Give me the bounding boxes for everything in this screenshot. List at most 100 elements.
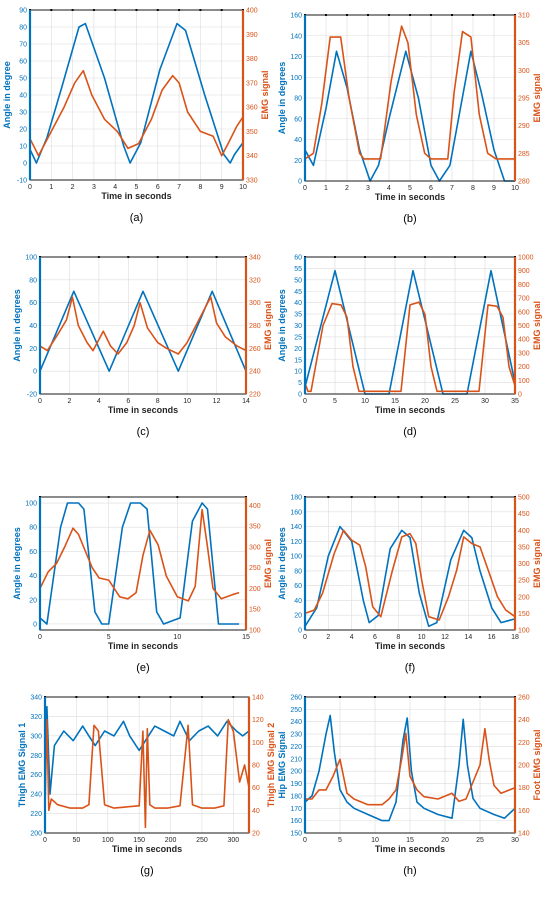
y-tick-label-left: 20 bbox=[294, 613, 302, 620]
y-axis-label-left: Angle in degrees bbox=[277, 527, 287, 600]
y-tick-label-right: 350 bbox=[518, 544, 530, 551]
y-tick-label-left: 50 bbox=[294, 277, 302, 284]
x-tick-label: 25 bbox=[476, 837, 484, 844]
x-tick-label: 7 bbox=[450, 185, 454, 192]
y-tick-label-left: 55 bbox=[294, 266, 302, 273]
y-tick-label-right: 100 bbox=[518, 378, 530, 385]
x-tick-label: 30 bbox=[511, 837, 519, 844]
y-tick-label-left: 45 bbox=[294, 289, 302, 296]
x-tick-label: 9 bbox=[492, 185, 496, 192]
y-tick-label-left: 200 bbox=[30, 831, 42, 838]
x-tick-label: 20 bbox=[421, 398, 429, 405]
y-tick-label-right: 340 bbox=[249, 255, 261, 262]
y-tick-label-left: 260 bbox=[30, 772, 42, 779]
x-tick-label: 150 bbox=[133, 837, 145, 844]
y-tick-label-right: 100 bbox=[518, 628, 530, 635]
y-axis-label-left: Angle in degrees bbox=[12, 527, 22, 600]
y-tick-label-left: 160 bbox=[290, 509, 302, 516]
y-tick-label-left: 80 bbox=[29, 525, 37, 532]
x-tick-label: 10 bbox=[183, 398, 191, 405]
x-tick-label: 0 bbox=[303, 398, 307, 405]
y-tick-label-right: 80 bbox=[252, 763, 260, 770]
x-tick-label: 250 bbox=[196, 837, 208, 844]
x-tick-label: 20 bbox=[441, 837, 449, 844]
x-tick-label: 0 bbox=[303, 634, 307, 641]
y-tick-label-right: 305 bbox=[518, 40, 530, 47]
y-tick-label-right: 400 bbox=[518, 337, 530, 344]
chart-panel: 0 1 2 3 4 5 6 7 8 9 10-100102030405060708090330340… bbox=[2, 8, 270, 225]
y-tick-label-right: 500 bbox=[518, 495, 530, 502]
y-tick-label-right: 280 bbox=[249, 323, 261, 330]
x-tick-label: 14 bbox=[464, 634, 472, 641]
x-tick-label: 1 bbox=[324, 185, 328, 192]
y-tick-label-left: 40 bbox=[29, 573, 37, 580]
x-tick-label: 2 bbox=[67, 398, 71, 405]
x-tick-label: 6 bbox=[126, 398, 130, 405]
x-tick-label: 0 bbox=[38, 634, 42, 641]
y-tick-label-left: 50 bbox=[19, 76, 27, 83]
y-tick-label-left: 140 bbox=[290, 33, 302, 40]
x-tick-label: 12 bbox=[441, 634, 449, 641]
y-axis-label-left: Angle in degrees bbox=[12, 289, 22, 362]
y-tick-label-right: 20 bbox=[252, 831, 260, 838]
x-tick-label: 10 bbox=[418, 634, 426, 641]
x-tick-label: 4 bbox=[350, 634, 354, 641]
x-tick-label: 0 bbox=[303, 185, 307, 192]
y-tick-label-left: 250 bbox=[290, 707, 302, 714]
y-tick-label-right: 350 bbox=[249, 524, 261, 531]
y-tick-label-right: 350 bbox=[246, 129, 258, 136]
x-tick-label: 10 bbox=[361, 398, 369, 405]
y-tick-label-left: 20 bbox=[294, 158, 302, 165]
y-tick-label-right: 700 bbox=[518, 296, 530, 303]
x-tick-label: 12 bbox=[213, 398, 221, 405]
x-tick-label: 15 bbox=[242, 634, 250, 641]
x-tick-label: 10 bbox=[371, 837, 379, 844]
y-axis-label-left: Thigh EMG Signal 1 bbox=[17, 723, 27, 808]
x-tick-label: 6 bbox=[373, 634, 377, 641]
series-line-right bbox=[304, 25, 515, 160]
plot-area bbox=[304, 496, 516, 631]
y-tick-label-right: 320 bbox=[249, 277, 261, 284]
y-tick-label-left: 40 bbox=[19, 93, 27, 100]
x-tick-label: 10 bbox=[239, 184, 247, 191]
x-tick-label: 8 bbox=[156, 398, 160, 405]
x-tick-label: 5 bbox=[135, 184, 139, 191]
y-tick-label-left: 10 bbox=[19, 144, 27, 151]
panel-caption: (d) bbox=[403, 426, 416, 438]
y-tick-label-left: 160 bbox=[290, 818, 302, 825]
y-tick-label-left: 20 bbox=[29, 597, 37, 604]
y-tick-label-left: 40 bbox=[294, 598, 302, 605]
x-tick-label: 8 bbox=[471, 185, 475, 192]
y-tick-label-right: 600 bbox=[518, 309, 530, 316]
series-line-left bbox=[44, 705, 250, 795]
y-axis-label-right: Thigh EMG Signal 2 bbox=[266, 723, 276, 808]
y-axis-label-right: EMG signal bbox=[532, 73, 542, 122]
chart-panel: 0 5 10 15020406080100100150200250300350400T… bbox=[12, 496, 273, 674]
y-tick-label-right: 0 bbox=[518, 392, 522, 399]
series-line-right bbox=[305, 727, 516, 806]
y-tick-label-left: 100 bbox=[25, 501, 37, 508]
x-tick-label: 8 bbox=[396, 634, 400, 641]
y-tick-label-right: 200 bbox=[518, 364, 530, 371]
y-tick-label-right: 360 bbox=[246, 105, 258, 112]
y-tick-label-right: 260 bbox=[518, 695, 530, 702]
y-axis-label-right: EMG signal bbox=[532, 301, 542, 350]
x-tick-label: 14 bbox=[242, 398, 250, 405]
panel-caption: (g) bbox=[140, 865, 153, 877]
y-tick-label-left: 25 bbox=[294, 334, 302, 341]
y-tick-label-left: 10 bbox=[294, 369, 302, 376]
y-axis-label-right: EMG signal bbox=[532, 539, 542, 588]
x-axis-label: Time in seconds bbox=[101, 191, 171, 201]
x-tick-label: 2 bbox=[326, 634, 330, 641]
x-tick-label: 5 bbox=[333, 398, 337, 405]
y-tick-label-right: 400 bbox=[249, 503, 261, 510]
panel-caption: (h) bbox=[403, 865, 416, 877]
chart-panel: 0 50 100 150 200 250 300 200 220 240 260 280 300 320 3… bbox=[17, 695, 276, 878]
x-tick-label: 5 bbox=[107, 634, 111, 641]
x-tick-label: 4 bbox=[97, 398, 101, 405]
y-tick-label-right: 280 bbox=[518, 179, 530, 186]
panel-caption: (b) bbox=[403, 213, 416, 225]
x-tick-label: 0 bbox=[38, 398, 42, 405]
x-tick-label: 0 bbox=[303, 837, 307, 844]
